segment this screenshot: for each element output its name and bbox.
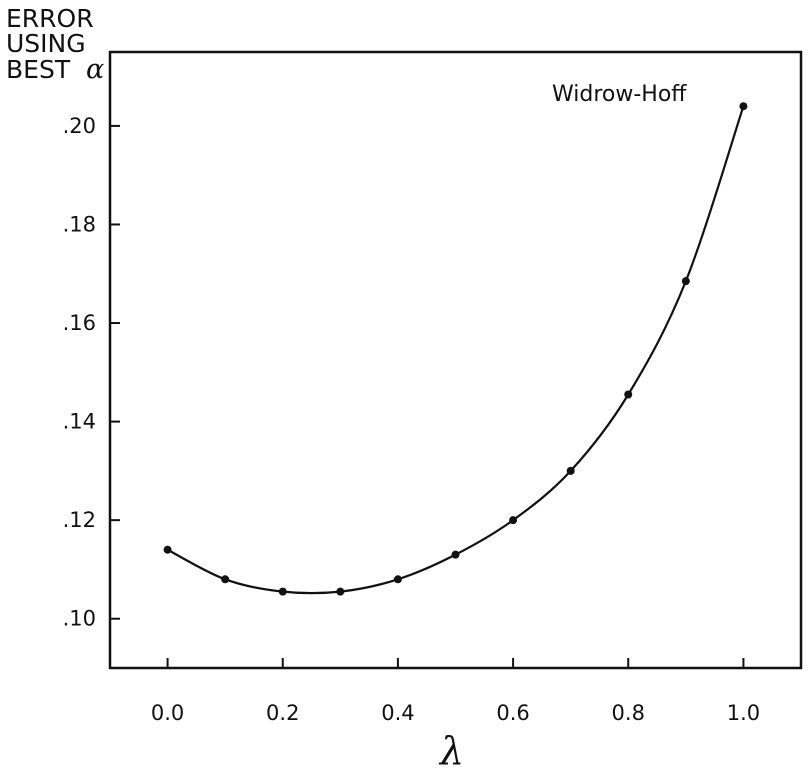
y-tick-label: .18 (63, 212, 96, 236)
x-axis-title: λ (438, 729, 464, 773)
y-axis: .10 .12 .14 .16 .18 .20 (63, 114, 120, 631)
y-axis-title-line-3: BEST α (6, 54, 104, 85)
y-tick-label: .16 (63, 311, 96, 335)
series-annotation: Widrow-Hoff (552, 82, 687, 107)
data-point (566, 466, 575, 475)
x-tick-label: 0.6 (496, 701, 529, 725)
y-tick-label: .20 (63, 114, 96, 138)
data-point (739, 102, 748, 111)
x-tick-label: 0.2 (266, 701, 299, 725)
data-point (509, 516, 518, 525)
x-tick-label: 1.0 (727, 701, 760, 725)
data-point (336, 587, 345, 596)
y-tick-label: .10 (63, 607, 96, 631)
x-tick-label: 0.0 (151, 701, 184, 725)
y-tick-label: .14 (63, 410, 96, 434)
alpha-symbol: α (86, 54, 104, 85)
x-axis: 0.0 0.2 0.4 0.6 0.8 1.0 (151, 658, 760, 725)
data-point (163, 545, 172, 554)
data-point (451, 550, 460, 559)
y-axis-title-best: BEST (6, 55, 71, 84)
series-line (167, 105, 745, 595)
y-axis-title: ERROR USING BEST α (6, 4, 104, 85)
y-axis-title-line-2: USING (6, 29, 86, 58)
data-point (681, 277, 690, 286)
plot-frame (108, 50, 803, 670)
y-axis-title-line-1: ERROR (6, 4, 94, 33)
data-point (624, 390, 633, 399)
y-tick-label: .12 (63, 508, 96, 532)
data-point (393, 575, 402, 584)
x-tick-label: 0.4 (381, 701, 414, 725)
x-tick-label: 0.8 (612, 701, 645, 725)
data-point (221, 575, 230, 584)
data-point (278, 587, 287, 596)
series (163, 102, 748, 596)
